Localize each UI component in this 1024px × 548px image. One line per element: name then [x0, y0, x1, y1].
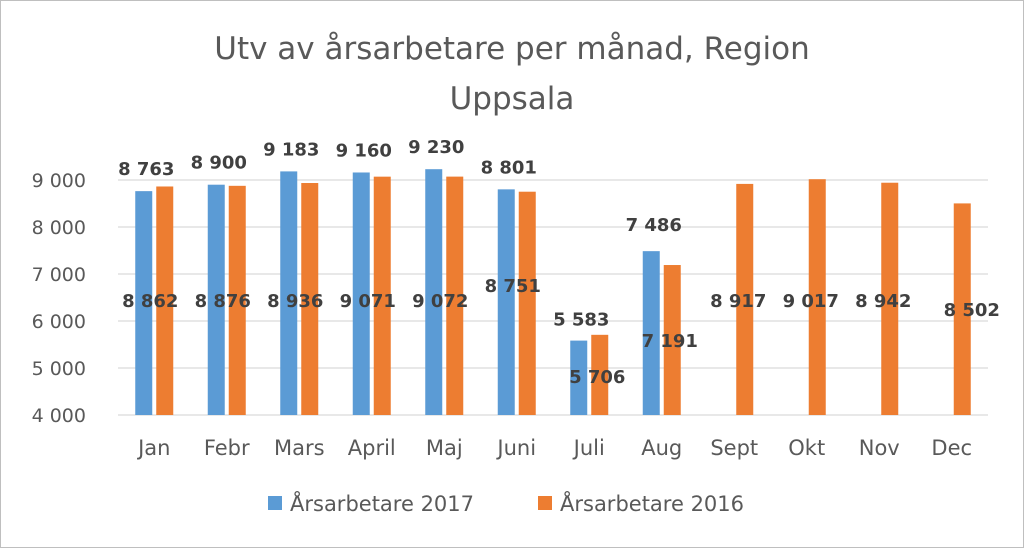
y-tick-label: 7 000 — [32, 264, 86, 286]
y-tick-label: 9 000 — [32, 170, 86, 192]
bar-2016 — [446, 176, 464, 415]
bar-2016 — [663, 265, 681, 415]
data-labels: 8 763 8 862 8 900 8 876 9 183 8 936 9 160 9 071… — [118, 137, 1000, 388]
bar-2017 — [425, 169, 443, 415]
x-tick-label: April — [348, 436, 396, 460]
x-tick-label: Jan — [136, 436, 170, 460]
data-label-2017: 8 801 — [481, 157, 537, 178]
x-axis-categories: Jan Febr Mars April Maj Juni Juli Aug Sept Okt Nov… — [136, 436, 972, 460]
bar-2016 — [808, 179, 826, 415]
bars — [135, 169, 971, 415]
data-label-2017: 9 230 — [408, 137, 464, 158]
data-label-2016: 9 071 — [340, 291, 396, 312]
bar-2016 — [301, 183, 319, 415]
x-tick-label: Juli — [572, 436, 605, 460]
data-label-2016: 8 936 — [267, 291, 323, 312]
data-label-2017: 8 763 — [118, 159, 174, 180]
chart-title-line-1: Utv av årsarbetare per månad, Region — [214, 31, 809, 67]
x-tick-label: Okt — [788, 436, 825, 460]
legend: Årsarbetare 2017 Årsarbetare 2016 — [268, 490, 744, 516]
data-label-2016: 8 942 — [855, 291, 911, 312]
bar-2017 — [497, 189, 515, 415]
bar-2016 — [228, 185, 246, 415]
bar-2017 — [352, 172, 370, 415]
legend-label-2017: Årsarbetare 2017 — [290, 490, 474, 516]
data-label-2017: 7 486 — [626, 215, 682, 236]
legend-swatch-2017 — [268, 496, 282, 510]
legend-label-2016: Årsarbetare 2016 — [560, 490, 744, 516]
x-tick-label: Mars — [274, 436, 325, 460]
x-tick-label: Dec — [931, 436, 972, 460]
chart-title-line-2: Uppsala — [450, 81, 575, 117]
gridlines — [118, 179, 988, 416]
bar-2016 — [518, 191, 536, 415]
y-tick-label: 6 000 — [32, 311, 86, 333]
y-axis-ticks: 4 000 5 000 6 000 7 000 8 000 9 000 — [32, 170, 86, 427]
bar-2017 — [207, 184, 225, 415]
bar-2017 — [280, 171, 298, 415]
data-label-2016: 9 072 — [412, 291, 468, 312]
bar-2016 — [953, 203, 971, 415]
data-label-2016: 8 751 — [485, 276, 541, 297]
data-label-2016: 8 862 — [122, 291, 178, 312]
y-tick-label: 8 000 — [32, 217, 86, 239]
data-label-2016: 7 191 — [642, 331, 698, 352]
data-label-2016: 5 706 — [569, 367, 625, 388]
x-tick-label: Febr — [204, 436, 250, 460]
bar-2016 — [736, 183, 754, 415]
data-label-2016: 8 876 — [195, 291, 251, 312]
x-tick-label: Juni — [495, 436, 536, 460]
bar-2016 — [591, 334, 609, 415]
bar-2016 — [156, 186, 174, 415]
data-label-2017: 8 900 — [191, 153, 247, 174]
x-tick-label: Sept — [710, 436, 758, 460]
data-label-2017: 9 160 — [336, 140, 392, 161]
legend-swatch-2016 — [538, 496, 552, 510]
data-label-2017: 9 183 — [263, 139, 319, 160]
x-tick-label: Nov — [859, 436, 900, 460]
data-label-2016: 9 017 — [783, 291, 839, 312]
y-tick-label: 5 000 — [32, 358, 86, 380]
bar-2017 — [570, 340, 588, 415]
x-tick-label: Maj — [426, 436, 463, 460]
bar-2016 — [373, 176, 391, 415]
bar-2017 — [135, 191, 153, 415]
data-label-2017: 5 583 — [553, 310, 609, 331]
x-tick-label: Aug — [641, 436, 682, 460]
bar-2016 — [881, 182, 899, 415]
data-label-2016: 8 917 — [710, 291, 766, 312]
bar-2017 — [642, 251, 660, 415]
data-label-2016: 8 502 — [944, 300, 1000, 321]
y-tick-label: 4 000 — [32, 405, 86, 427]
